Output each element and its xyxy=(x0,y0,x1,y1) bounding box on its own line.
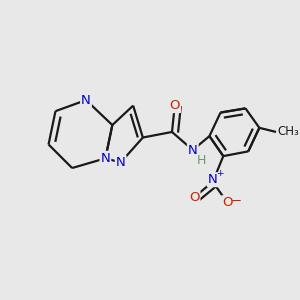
Text: N: N xyxy=(100,152,110,165)
Text: −: − xyxy=(230,195,241,208)
Text: +: + xyxy=(216,169,224,178)
Text: N: N xyxy=(81,94,91,106)
Text: O: O xyxy=(189,191,200,204)
Text: N: N xyxy=(208,173,218,186)
Text: CH₃: CH₃ xyxy=(278,125,299,139)
Text: H: H xyxy=(196,154,206,167)
Text: N: N xyxy=(116,156,125,169)
Text: N: N xyxy=(188,143,198,157)
Text: O: O xyxy=(169,99,180,112)
Text: O: O xyxy=(222,196,233,209)
